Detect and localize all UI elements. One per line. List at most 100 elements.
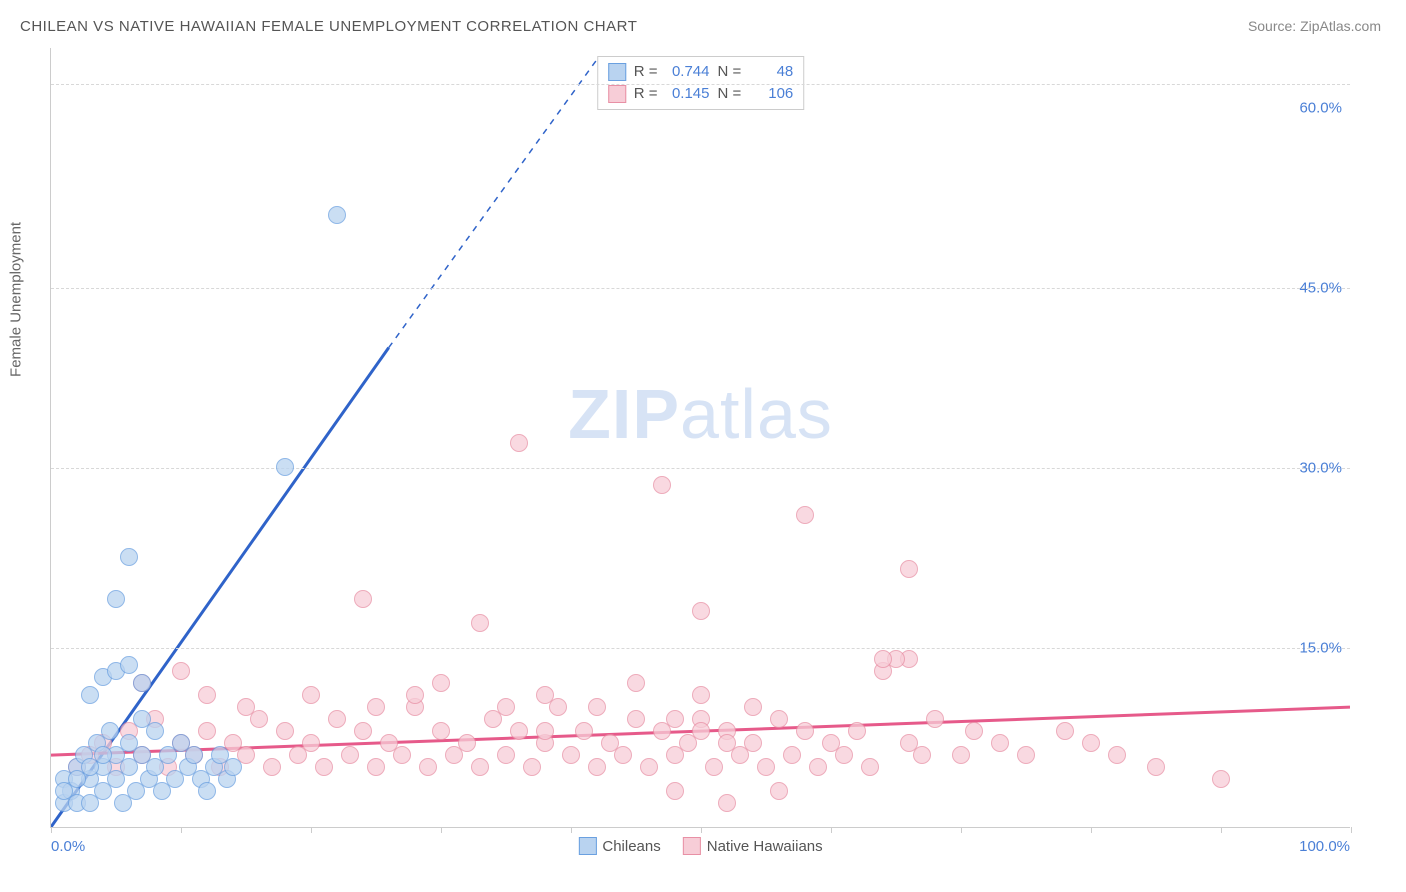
x-tick-mark bbox=[311, 827, 312, 833]
data-point bbox=[783, 746, 801, 764]
data-point bbox=[107, 590, 125, 608]
x-tick-mark bbox=[1091, 827, 1092, 833]
data-point bbox=[796, 506, 814, 524]
data-point bbox=[614, 746, 632, 764]
data-point bbox=[198, 782, 216, 800]
gridline bbox=[51, 648, 1350, 649]
data-point bbox=[666, 710, 684, 728]
data-point bbox=[120, 548, 138, 566]
x-tick-mark bbox=[961, 827, 962, 833]
data-point bbox=[276, 722, 294, 740]
swatch-hawaiians bbox=[608, 85, 626, 103]
stats-row-chileans: R = 0.744 N = 48 bbox=[608, 61, 794, 83]
x-tick-mark bbox=[831, 827, 832, 833]
stats-n-value-chileans: 48 bbox=[749, 61, 793, 83]
data-point bbox=[354, 722, 372, 740]
data-point bbox=[94, 746, 112, 764]
x-tick-label: 0.0% bbox=[51, 838, 85, 855]
data-point bbox=[510, 722, 528, 740]
data-point bbox=[588, 698, 606, 716]
data-point bbox=[393, 746, 411, 764]
data-point bbox=[432, 674, 450, 692]
stats-n-value-hawaiians: 106 bbox=[749, 83, 793, 105]
data-point bbox=[861, 758, 879, 776]
data-point bbox=[835, 746, 853, 764]
gridline bbox=[51, 468, 1350, 469]
data-point bbox=[848, 722, 866, 740]
data-point bbox=[536, 686, 554, 704]
y-tick-label: 30.0% bbox=[1299, 460, 1342, 477]
chart-container: CHILEAN VS NATIVE HAWAIIAN FEMALE UNEMPL… bbox=[0, 0, 1406, 892]
data-point bbox=[367, 758, 385, 776]
stats-r-value-chileans: 0.744 bbox=[666, 61, 710, 83]
data-point bbox=[692, 686, 710, 704]
data-point bbox=[1108, 746, 1126, 764]
data-point bbox=[523, 758, 541, 776]
data-point bbox=[1147, 758, 1165, 776]
data-point bbox=[185, 746, 203, 764]
data-point bbox=[1017, 746, 1035, 764]
data-point bbox=[965, 722, 983, 740]
data-point bbox=[263, 758, 281, 776]
data-point bbox=[575, 722, 593, 740]
data-point bbox=[198, 722, 216, 740]
data-point bbox=[809, 758, 827, 776]
data-point bbox=[497, 746, 515, 764]
gridline bbox=[51, 288, 1350, 289]
data-point bbox=[627, 710, 645, 728]
data-point bbox=[510, 434, 528, 452]
legend-item-chileans: Chileans bbox=[578, 837, 660, 855]
data-point bbox=[354, 590, 372, 608]
data-point bbox=[627, 674, 645, 692]
data-point bbox=[588, 758, 606, 776]
stats-n-label-2: N = bbox=[718, 83, 742, 105]
data-point bbox=[900, 560, 918, 578]
source-attribution: Source: ZipAtlas.com bbox=[1248, 18, 1381, 34]
x-tick-label: 100.0% bbox=[1299, 838, 1350, 855]
data-point bbox=[302, 734, 320, 752]
x-tick-mark bbox=[1351, 827, 1352, 833]
legend-swatch-hawaiians bbox=[683, 837, 701, 855]
data-point bbox=[172, 662, 190, 680]
chart-title: CHILEAN VS NATIVE HAWAIIAN FEMALE UNEMPL… bbox=[20, 18, 637, 35]
data-point bbox=[471, 614, 489, 632]
data-point bbox=[666, 782, 684, 800]
data-point bbox=[718, 734, 736, 752]
stats-row-hawaiians: R = 0.145 N = 106 bbox=[608, 83, 794, 105]
legend-label-hawaiians: Native Hawaiians bbox=[707, 838, 823, 855]
data-point bbox=[328, 206, 346, 224]
swatch-chileans bbox=[608, 63, 626, 81]
data-point bbox=[341, 746, 359, 764]
legend: Chileans Native Hawaiians bbox=[578, 837, 822, 855]
data-point bbox=[653, 476, 671, 494]
x-tick-mark bbox=[701, 827, 702, 833]
x-tick-mark bbox=[1221, 827, 1222, 833]
data-point bbox=[796, 722, 814, 740]
data-point bbox=[991, 734, 1009, 752]
data-point bbox=[81, 686, 99, 704]
y-tick-label: 60.0% bbox=[1299, 100, 1342, 117]
data-point bbox=[120, 656, 138, 674]
x-tick-mark bbox=[571, 827, 572, 833]
data-point bbox=[926, 710, 944, 728]
data-point bbox=[705, 758, 723, 776]
data-point bbox=[1082, 734, 1100, 752]
data-point bbox=[1212, 770, 1230, 788]
watermark: ZIPatlas bbox=[568, 374, 833, 454]
data-point bbox=[536, 722, 554, 740]
data-point bbox=[237, 698, 255, 716]
stats-r-label: R = bbox=[634, 61, 658, 83]
data-point bbox=[419, 758, 437, 776]
data-point bbox=[276, 458, 294, 476]
gridline bbox=[51, 84, 1350, 85]
stats-r-label-2: R = bbox=[634, 83, 658, 105]
legend-swatch-chileans bbox=[578, 837, 596, 855]
data-point bbox=[432, 722, 450, 740]
data-point bbox=[874, 650, 892, 668]
data-point bbox=[718, 794, 736, 812]
plot-area: ZIPatlas R = 0.744 N = 48 R = 0.145 N = … bbox=[50, 48, 1350, 828]
data-point bbox=[744, 698, 762, 716]
watermark-part-2: atlas bbox=[680, 375, 833, 453]
y-tick-label: 15.0% bbox=[1299, 640, 1342, 657]
data-point bbox=[146, 722, 164, 740]
